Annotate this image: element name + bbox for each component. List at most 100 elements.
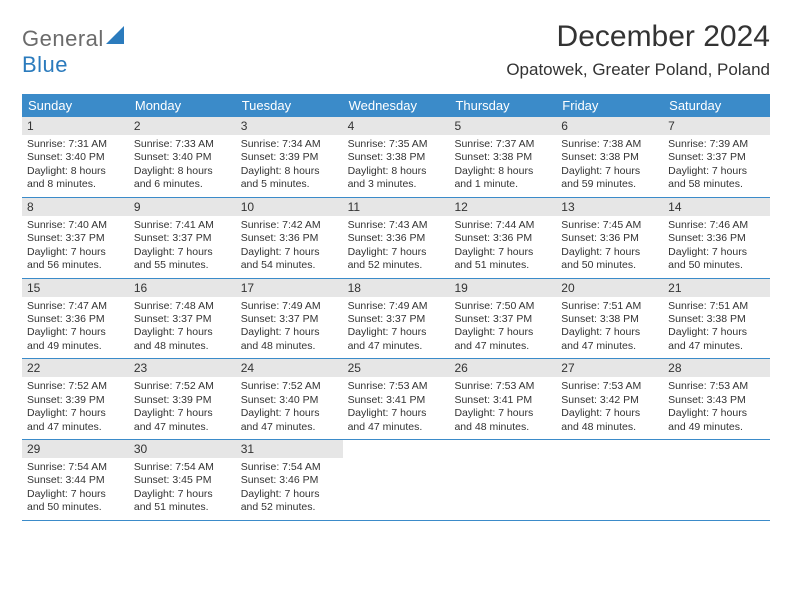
header: General Blue December 2024 Opatowek, Gre… [22, 20, 770, 80]
cell-body: Sunrise: 7:52 AMSunset: 3:39 PMDaylight:… [129, 377, 236, 439]
calendar-cell [556, 440, 663, 520]
sunset-text: Sunset: 3:36 PM [348, 232, 445, 245]
cell-body: Sunrise: 7:45 AMSunset: 3:36 PMDaylight:… [556, 216, 663, 278]
sunrise-text: Sunrise: 7:41 AM [134, 219, 231, 232]
sunset-text: Sunset: 3:37 PM [454, 313, 551, 326]
calendar-cell: 17Sunrise: 7:49 AMSunset: 3:37 PMDayligh… [236, 279, 343, 359]
sunset-text: Sunset: 3:36 PM [27, 313, 124, 326]
sunset-text: Sunset: 3:45 PM [134, 474, 231, 487]
cell-body: Sunrise: 7:34 AMSunset: 3:39 PMDaylight:… [236, 135, 343, 197]
calendar-cell [343, 440, 450, 520]
day-header-thu: Thursday [449, 94, 556, 117]
sunrise-text: Sunrise: 7:38 AM [561, 138, 658, 151]
date-number: 14 [663, 198, 770, 216]
date-number: 28 [663, 359, 770, 377]
calendar-cell: 21Sunrise: 7:51 AMSunset: 3:38 PMDayligh… [663, 279, 770, 359]
date-number: 19 [449, 279, 556, 297]
page-title: December 2024 [506, 20, 770, 54]
daylight-text: Daylight: 7 hours and 50 minutes. [27, 488, 124, 515]
daylight-text: Daylight: 7 hours and 47 minutes. [561, 326, 658, 353]
calendar-cell: 26Sunrise: 7:53 AMSunset: 3:41 PMDayligh… [449, 359, 556, 439]
date-number: 17 [236, 279, 343, 297]
sunrise-text: Sunrise: 7:34 AM [241, 138, 338, 151]
daylight-text: Daylight: 7 hours and 47 minutes. [134, 407, 231, 434]
sunset-text: Sunset: 3:43 PM [668, 394, 765, 407]
daylight-text: Daylight: 7 hours and 56 minutes. [27, 246, 124, 273]
sunrise-text: Sunrise: 7:31 AM [27, 138, 124, 151]
sunset-text: Sunset: 3:37 PM [134, 313, 231, 326]
day-header-sun: Sunday [22, 94, 129, 117]
daylight-text: Daylight: 8 hours and 3 minutes. [348, 165, 445, 192]
date-number: 13 [556, 198, 663, 216]
date-number: 4 [343, 117, 450, 135]
daylight-text: Daylight: 7 hours and 47 minutes. [27, 407, 124, 434]
cell-body: Sunrise: 7:49 AMSunset: 3:37 PMDaylight:… [236, 297, 343, 359]
cell-body: Sunrise: 7:38 AMSunset: 3:38 PMDaylight:… [556, 135, 663, 197]
daylight-text: Daylight: 7 hours and 50 minutes. [561, 246, 658, 273]
logo-text-blue: Blue [22, 52, 68, 77]
date-number: 30 [129, 440, 236, 458]
weeks-container: 1Sunrise: 7:31 AMSunset: 3:40 PMDaylight… [22, 117, 770, 521]
daylight-text: Daylight: 7 hours and 47 minutes. [668, 326, 765, 353]
cell-body: Sunrise: 7:48 AMSunset: 3:37 PMDaylight:… [129, 297, 236, 359]
week-row: 15Sunrise: 7:47 AMSunset: 3:36 PMDayligh… [22, 279, 770, 360]
day-header-wed: Wednesday [343, 94, 450, 117]
calendar-cell [449, 440, 556, 520]
cell-body: Sunrise: 7:46 AMSunset: 3:36 PMDaylight:… [663, 216, 770, 278]
cell-body: Sunrise: 7:40 AMSunset: 3:37 PMDaylight:… [22, 216, 129, 278]
date-number: 10 [236, 198, 343, 216]
sunrise-text: Sunrise: 7:49 AM [348, 300, 445, 313]
empty-cell [343, 440, 450, 498]
cell-body: Sunrise: 7:52 AMSunset: 3:39 PMDaylight:… [22, 377, 129, 439]
date-number: 2 [129, 117, 236, 135]
calendar-cell: 23Sunrise: 7:52 AMSunset: 3:39 PMDayligh… [129, 359, 236, 439]
cell-body: Sunrise: 7:54 AMSunset: 3:46 PMDaylight:… [236, 458, 343, 520]
sunset-text: Sunset: 3:42 PM [561, 394, 658, 407]
date-number: 5 [449, 117, 556, 135]
date-number: 20 [556, 279, 663, 297]
calendar-cell: 10Sunrise: 7:42 AMSunset: 3:36 PMDayligh… [236, 198, 343, 278]
calendar-cell: 12Sunrise: 7:44 AMSunset: 3:36 PMDayligh… [449, 198, 556, 278]
cell-body: Sunrise: 7:50 AMSunset: 3:37 PMDaylight:… [449, 297, 556, 359]
day-header-tue: Tuesday [236, 94, 343, 117]
date-number: 26 [449, 359, 556, 377]
sunrise-text: Sunrise: 7:54 AM [27, 461, 124, 474]
sunrise-text: Sunrise: 7:46 AM [668, 219, 765, 232]
calendar-cell: 22Sunrise: 7:52 AMSunset: 3:39 PMDayligh… [22, 359, 129, 439]
day-header-mon: Monday [129, 94, 236, 117]
calendar-cell: 13Sunrise: 7:45 AMSunset: 3:36 PMDayligh… [556, 198, 663, 278]
date-number: 11 [343, 198, 450, 216]
date-number: 15 [22, 279, 129, 297]
daylight-text: Daylight: 7 hours and 55 minutes. [134, 246, 231, 273]
cell-body: Sunrise: 7:54 AMSunset: 3:45 PMDaylight:… [129, 458, 236, 520]
sunset-text: Sunset: 3:39 PM [27, 394, 124, 407]
cell-body: Sunrise: 7:41 AMSunset: 3:37 PMDaylight:… [129, 216, 236, 278]
calendar-cell: 25Sunrise: 7:53 AMSunset: 3:41 PMDayligh… [343, 359, 450, 439]
sunset-text: Sunset: 3:37 PM [348, 313, 445, 326]
calendar-cell: 30Sunrise: 7:54 AMSunset: 3:45 PMDayligh… [129, 440, 236, 520]
day-header-row: Sunday Monday Tuesday Wednesday Thursday… [22, 94, 770, 117]
logo: General Blue [22, 26, 128, 78]
sunset-text: Sunset: 3:39 PM [134, 394, 231, 407]
logo-text: General Blue [22, 26, 128, 78]
sunset-text: Sunset: 3:36 PM [454, 232, 551, 245]
daylight-text: Daylight: 7 hours and 48 minutes. [241, 326, 338, 353]
cell-body: Sunrise: 7:39 AMSunset: 3:37 PMDaylight:… [663, 135, 770, 197]
sunset-text: Sunset: 3:38 PM [561, 313, 658, 326]
calendar-cell: 24Sunrise: 7:52 AMSunset: 3:40 PMDayligh… [236, 359, 343, 439]
sunset-text: Sunset: 3:46 PM [241, 474, 338, 487]
day-header-sat: Saturday [663, 94, 770, 117]
calendar-cell: 19Sunrise: 7:50 AMSunset: 3:37 PMDayligh… [449, 279, 556, 359]
daylight-text: Daylight: 7 hours and 52 minutes. [348, 246, 445, 273]
daylight-text: Daylight: 7 hours and 47 minutes. [454, 326, 551, 353]
week-row: 29Sunrise: 7:54 AMSunset: 3:44 PMDayligh… [22, 440, 770, 521]
calendar-cell: 9Sunrise: 7:41 AMSunset: 3:37 PMDaylight… [129, 198, 236, 278]
date-number: 3 [236, 117, 343, 135]
cell-body: Sunrise: 7:31 AMSunset: 3:40 PMDaylight:… [22, 135, 129, 197]
calendar-cell [663, 440, 770, 520]
date-number: 9 [129, 198, 236, 216]
week-row: 8Sunrise: 7:40 AMSunset: 3:37 PMDaylight… [22, 198, 770, 279]
cell-body: Sunrise: 7:53 AMSunset: 3:43 PMDaylight:… [663, 377, 770, 439]
sunrise-text: Sunrise: 7:48 AM [134, 300, 231, 313]
day-header-fri: Friday [556, 94, 663, 117]
